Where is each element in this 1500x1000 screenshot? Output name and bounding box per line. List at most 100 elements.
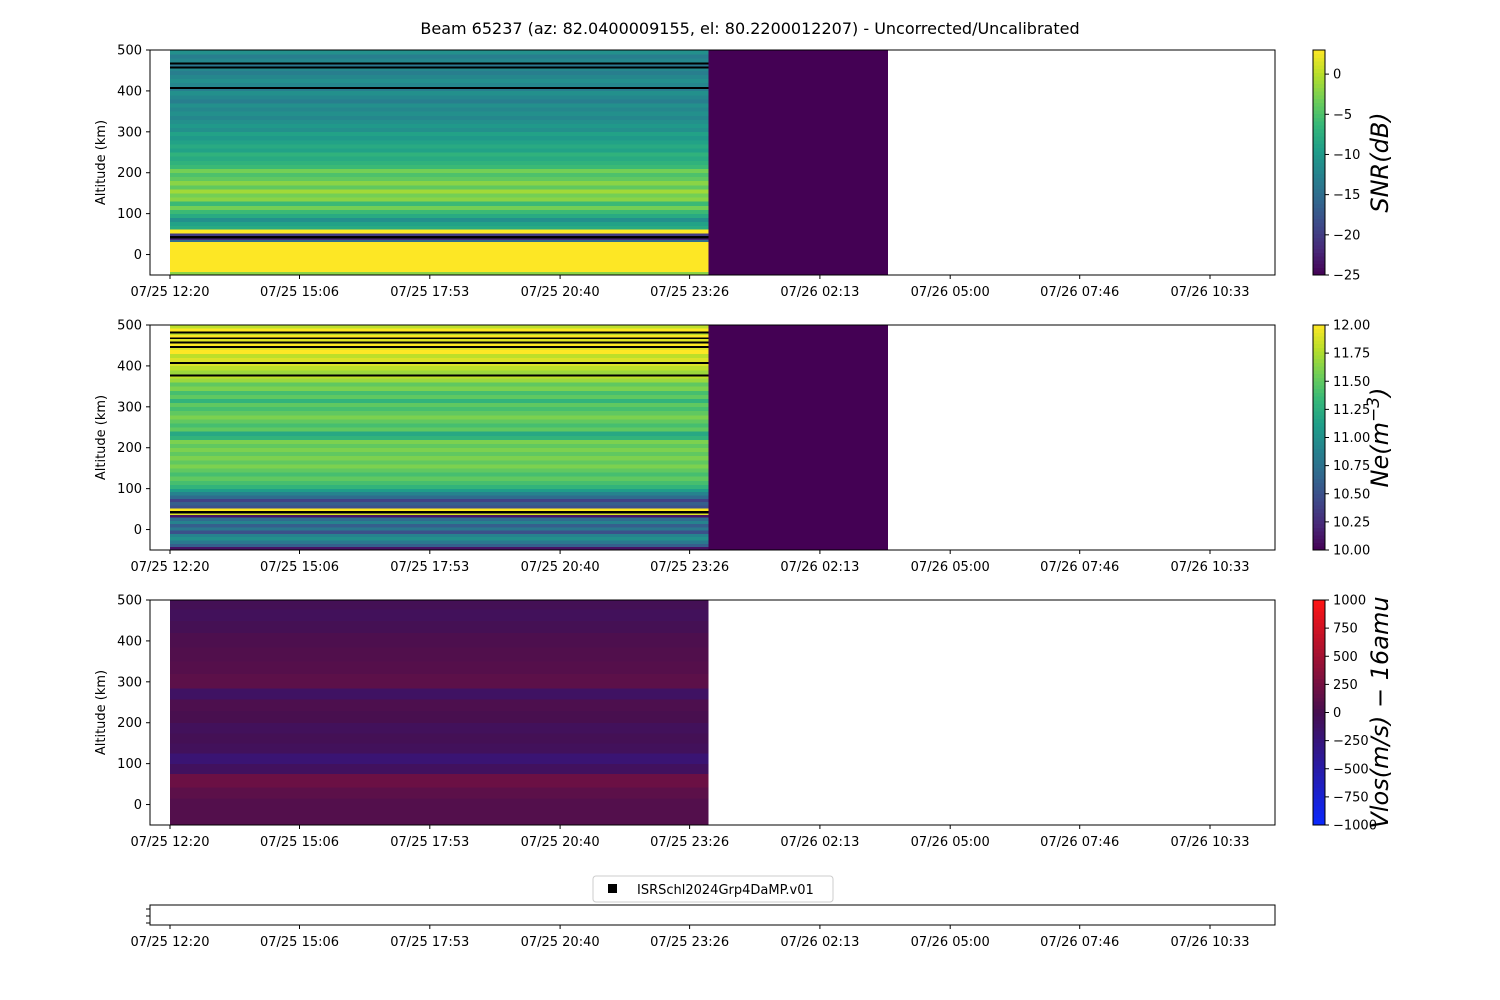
heatmap-row-snr (170, 209, 709, 214)
colorbar-segment (1313, 373, 1325, 378)
colorbar-segment (1313, 757, 1325, 762)
colorbar-segment (1313, 693, 1325, 698)
colorbar-segment (1313, 369, 1325, 375)
colorbar-segment (1313, 637, 1325, 642)
heatmap-row-ne (170, 480, 709, 485)
colorbar-segment (1313, 188, 1325, 193)
colorbar-segment (1313, 244, 1325, 250)
heatmap-row-ne (170, 325, 709, 329)
colorbar-segment (1313, 225, 1325, 231)
colorbar-segment (1313, 117, 1325, 122)
heatmap-row-ne (170, 508, 709, 512)
colorbar-tick-label: −5 (1333, 108, 1352, 123)
colorbar-segment (1313, 719, 1325, 725)
heatmap-row-snr (170, 239, 709, 242)
colorbar-tick-label: −250 (1333, 734, 1369, 749)
heatmap-row-ne (170, 427, 709, 432)
x-tick-label: 07/26 02:13 (780, 560, 859, 575)
heatmap-row-vlos (170, 798, 709, 826)
y-tick-label: 200 (117, 166, 142, 181)
heatmap-row-ne (170, 378, 709, 383)
heatmap-row-vlos (170, 773, 709, 788)
colorbar-segment (1313, 135, 1325, 141)
colorbar-segment (1313, 545, 1325, 551)
heatmap-row-ne (170, 398, 709, 404)
colorbar-segment (1313, 667, 1325, 672)
legend-label: ISRSchl2024Grp4DaMP.v01 (637, 883, 814, 898)
colorbar-segment (1313, 418, 1325, 423)
colorbar-segment (1313, 508, 1325, 513)
legend: ISRSchl2024Grp4DaMP.v01 (592, 875, 834, 903)
colorbar-segment (1313, 482, 1325, 487)
colorbar-segment (1313, 180, 1325, 186)
x-tick-label: 07/26 02:13 (780, 835, 859, 850)
colorbar-segment (1313, 429, 1325, 435)
colorbar-segment (1313, 809, 1325, 815)
x-tick-label: 07/25 23:26 (650, 560, 729, 575)
colorbar-segment (1313, 267, 1325, 272)
y-tick-label: 200 (117, 441, 142, 456)
heatmap-row-ne (170, 530, 709, 534)
colorbar-segment (1313, 90, 1325, 96)
heatmap-row-snr (170, 225, 709, 230)
legend-box (592, 875, 834, 903)
colorbar-frame (1312, 49, 1326, 276)
colorbar-segment (1313, 742, 1325, 747)
heatmap-row-snr (170, 201, 709, 206)
colorbar-segment (1313, 233, 1325, 238)
colorbar-segment (1313, 240, 1325, 246)
heatmap-row-snr (170, 233, 709, 237)
colorbar-segment (1313, 195, 1325, 201)
colorbar-segment (1313, 448, 1325, 453)
heatmap-row-vlos (170, 699, 709, 711)
heatmap-row-snr (170, 271, 709, 276)
heatmap-row-ne (170, 501, 709, 506)
heatmap-row-snr (170, 221, 709, 227)
colorbar-tick-label: 11.50 (1333, 375, 1370, 390)
colorbar-segment (1313, 362, 1325, 367)
colorbar-tick-label: −500 (1333, 762, 1369, 777)
colorbar-segment (1313, 252, 1325, 257)
colorbar-segment (1313, 674, 1325, 680)
colorbar-label: Vlos(m/s) − 16amu (1366, 596, 1394, 828)
colorbar-segment (1313, 102, 1325, 107)
heatmap-row-vlos (170, 722, 709, 734)
heatmap-row-ne (170, 484, 709, 489)
colorbar-segment (1313, 689, 1325, 695)
heatmap-row-vlos (170, 661, 709, 674)
colorbar-segment (1313, 700, 1325, 706)
heatmap-row-ne (170, 423, 709, 428)
heatmap-row-ne (170, 514, 709, 518)
heatmap-row-ne (170, 402, 709, 408)
colorbar-segment (1313, 354, 1325, 360)
y-tick-label: 300 (117, 125, 142, 140)
y-tick-label: 400 (117, 359, 142, 374)
colorbar-tick-label: 12.00 (1333, 319, 1370, 334)
colorbar-segment (1313, 87, 1325, 92)
panel-legend-strip: 07/25 12:20 07/25 15:06 07/25 17:53 07/25 2… (130, 904, 1276, 950)
colorbar-segment (1313, 395, 1325, 401)
colorbar-segment (1313, 343, 1325, 348)
heatmap-row-ne (170, 513, 709, 516)
heatmap-row-ne (170, 527, 709, 531)
colorbar-segment (1313, 437, 1325, 442)
colorbar-segment (1313, 433, 1325, 438)
colorbar-segment (1313, 768, 1325, 773)
heatmap-row-snr (170, 140, 709, 145)
colorbar-segment (1313, 270, 1325, 276)
y-tick-label: 500 (117, 44, 142, 59)
heatmap-row-ne (170, 347, 709, 350)
heatmap-row-snr (170, 172, 709, 178)
colorbar-segment (1313, 425, 1325, 431)
colorbar-segment (1313, 652, 1325, 657)
colorbar-snr: 0 −5 −10 −15 −20 −25 SNR(dB) (1312, 49, 1394, 284)
colorbar-segment (1313, 618, 1325, 623)
colorbar-segment (1313, 685, 1325, 691)
colorbar-tick-label: 0 (1333, 68, 1341, 83)
heatmap-row-ne (170, 415, 709, 420)
colorbar-segment (1313, 622, 1325, 627)
heatmap-row-snr (170, 229, 709, 234)
colorbar-segment (1313, 749, 1325, 755)
